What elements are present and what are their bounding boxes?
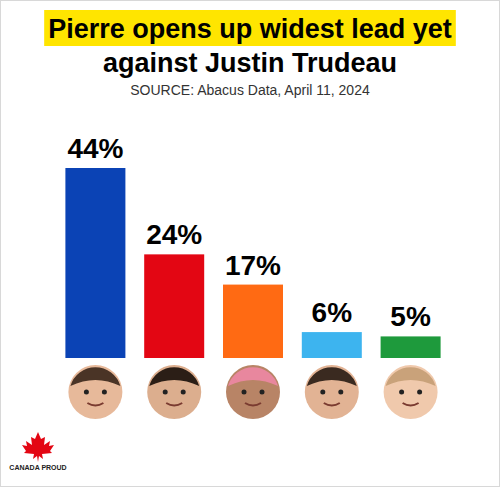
face-mouth: [245, 403, 261, 406]
face-mouth: [87, 403, 103, 406]
face-eye: [84, 390, 89, 395]
bar: [381, 336, 441, 358]
face-icon: [68, 365, 122, 419]
data-labels: 44% 24% 17% 6% 5%: [67, 133, 431, 332]
annotation: CANADA PROUD: [9, 464, 66, 471]
face-icon: [147, 365, 201, 419]
title: against Justin Trudeau: [103, 48, 397, 78]
face-eye: [320, 390, 325, 395]
subtitle: SOURCE: Abacus Data, April 11, 2024: [130, 82, 370, 98]
face-hair: [228, 367, 278, 386]
data-label: 6%: [312, 297, 353, 328]
title-highlight: [44, 10, 456, 46]
face-eye: [399, 390, 404, 395]
maple-leaf: [22, 432, 54, 462]
face-icon: [384, 365, 438, 419]
face-eye: [181, 390, 186, 395]
data-label: 24%: [146, 219, 202, 250]
data-label: 5%: [390, 301, 431, 332]
chart-svg: Pierre opens up widest lead yet against J…: [0, 0, 500, 487]
face-eye: [102, 390, 107, 395]
bar: [223, 285, 283, 358]
face-eye: [242, 390, 247, 395]
logo: CANADA PROUD: [9, 432, 66, 471]
face-eye: [163, 390, 168, 395]
face-mouth: [403, 403, 419, 406]
face-eye: [338, 390, 343, 395]
face-eye: [417, 390, 422, 395]
bar: [302, 332, 362, 358]
category-icons: [68, 365, 437, 419]
face-hair: [70, 367, 120, 386]
face-mouth: [166, 403, 182, 406]
data-label: 17%: [225, 250, 281, 281]
face-eye: [260, 390, 265, 395]
bar: [65, 168, 125, 358]
face-hair: [386, 367, 436, 386]
face-mouth: [324, 403, 340, 406]
frame: [1, 1, 500, 487]
bar: [144, 254, 204, 358]
face-hair: [307, 367, 357, 386]
face-hair: [149, 367, 199, 386]
face-icon: [305, 365, 359, 419]
face-icon: [226, 365, 280, 419]
title: Pierre opens up widest lead yet: [48, 14, 452, 44]
bars: [65, 168, 440, 358]
chart-container: Pierre opens up widest lead yet against J…: [0, 0, 500, 487]
data-label: 44%: [67, 133, 123, 164]
